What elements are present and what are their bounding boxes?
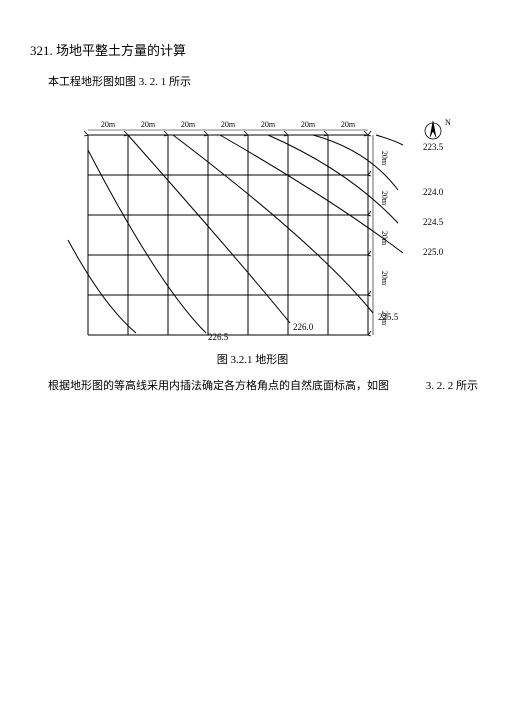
top-dimension-label: 20m bbox=[100, 120, 115, 129]
right-dimension-label: 20m bbox=[380, 151, 389, 166]
terrain-svg: 20m20m20m20m20m20m20m20m20m20m20m20mN223… bbox=[38, 95, 468, 345]
heading-number: 321. bbox=[30, 43, 53, 58]
contour-label: 224.5 bbox=[423, 217, 444, 227]
contour-line bbox=[173, 135, 373, 313]
caption-prefix: 图 bbox=[217, 354, 228, 366]
right-dimension-label: 20m bbox=[380, 191, 389, 206]
contour-label: 225.0 bbox=[423, 247, 444, 257]
intro-suffix: 所示 bbox=[169, 76, 191, 88]
intro-line: 本工程地形图如图 3. 2. 1 所示 bbox=[48, 73, 475, 89]
bottom-text: 根据地形图的等高线采用内插法确定各方格角点的自然底面标高，如图 bbox=[48, 377, 389, 393]
heading-text: 场地平整土方量的计算 bbox=[56, 43, 186, 58]
top-dimension-label: 20m bbox=[340, 120, 355, 129]
top-dimension-label: 20m bbox=[140, 120, 155, 129]
bottom-ref: 3. 2. 2 所示 bbox=[426, 377, 478, 393]
figure-caption: 图 3.2.1 地形图 bbox=[30, 351, 475, 367]
top-dimension-label: 20m bbox=[260, 120, 275, 129]
top-dimension-label: 20m bbox=[300, 120, 315, 129]
intro-prefix: 本工程地形图如图 bbox=[48, 76, 136, 88]
dimension-tick-icon bbox=[368, 131, 371, 136]
contour-line bbox=[68, 240, 136, 333]
section-heading: 321. 场地平整土方量的计算 bbox=[30, 40, 475, 59]
right-dimension-label: 20m bbox=[380, 231, 389, 246]
page: 321. 场地平整土方量的计算 本工程地形图如图 3. 2. 1 所示 20m 2… bbox=[0, 0, 505, 714]
top-dimension-label: 20m bbox=[220, 120, 235, 129]
top-dimension-label: 20m bbox=[180, 120, 195, 129]
contour-label: 226.0 bbox=[293, 322, 314, 332]
contour-label: 225.5 bbox=[378, 312, 399, 322]
caption-ref: 3.2.1 bbox=[231, 354, 253, 366]
contour-label: 224.0 bbox=[423, 187, 444, 197]
dimension-tick-icon bbox=[84, 131, 88, 136]
figure-terrain-map: 20m20m20m20m20m20m20m20m20m20m20m20mN223… bbox=[38, 95, 468, 345]
contour-line bbox=[88, 150, 206, 333]
contour-label: 226.5 bbox=[208, 332, 229, 342]
contour-label: 223.5 bbox=[423, 142, 444, 152]
north-label: N bbox=[445, 118, 451, 127]
intro-ref: 3. 2. 1 bbox=[139, 76, 167, 88]
bottom-paragraph: 根据地形图的等高线采用内插法确定各方格角点的自然底面标高，如图 3. 2. 2 … bbox=[48, 377, 478, 393]
contour-line bbox=[376, 135, 403, 145]
caption-suffix: 地形图 bbox=[255, 354, 288, 366]
right-dimension-label: 20m bbox=[380, 271, 389, 286]
